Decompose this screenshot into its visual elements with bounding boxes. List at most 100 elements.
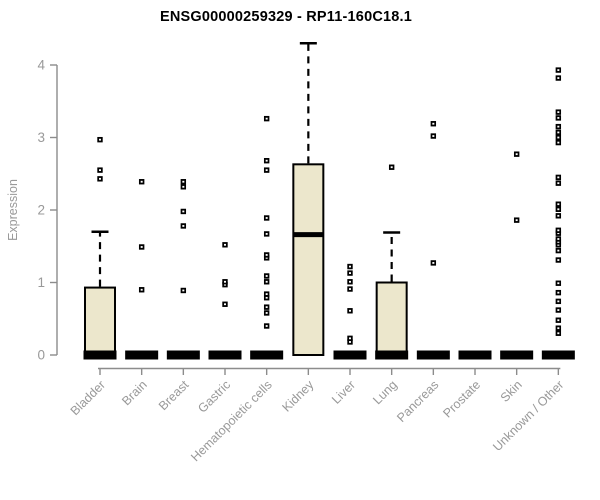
collapsed-box-zero [125, 350, 159, 360]
outlier-point-center [265, 169, 268, 172]
collapsed-box-zero [541, 350, 575, 360]
outlier-point-center [515, 153, 518, 156]
outlier-point-center [349, 265, 352, 268]
outlier-point-center [265, 275, 268, 277]
outlier-point-center [182, 210, 185, 213]
x-tick-label: Prostate [440, 378, 483, 421]
outlier-point-center [557, 259, 560, 261]
y-tick-label: 0 [37, 348, 45, 363]
outlier-point-center [224, 303, 227, 306]
outlier-point-center [557, 117, 560, 119]
outlier-point-center [349, 272, 352, 274]
x-tick-label: Brain [119, 378, 150, 409]
outlier-point-center [557, 141, 560, 144]
outlier-point-center [557, 238, 560, 240]
collapsed-box-zero [250, 350, 284, 360]
box [375, 281, 408, 356]
outlier-point-center [349, 288, 352, 290]
collapsed-box-zero [208, 350, 242, 360]
outlier-point-center [515, 219, 518, 222]
outlier-point-center [224, 243, 227, 246]
y-tick-label: 4 [37, 58, 45, 73]
outlier-point-center [99, 169, 101, 172]
y-tick-label: 2 [37, 203, 45, 218]
x-tick-label: Unknown / Other [490, 378, 566, 454]
outlier-point-center [557, 332, 560, 335]
outlier-point-center [557, 125, 560, 128]
outlier-point-center [557, 136, 560, 139]
x-tick-label: Lung [370, 378, 400, 408]
outlier-point-center [557, 243, 560, 246]
outlier-point-center [265, 280, 268, 283]
collapsed-box-zero [500, 350, 534, 360]
outlier-point-center [557, 208, 560, 211]
outlier-point-center [265, 306, 268, 309]
outlier-point-center [349, 337, 352, 340]
outlier-point-center [557, 309, 560, 311]
outlier-point-center [557, 232, 560, 235]
y-tick-label: 1 [37, 275, 45, 290]
outlier-point-center [557, 241, 560, 243]
chart-title: ENSG00000259329 - RP11-160C18.1 [159, 9, 413, 25]
outlier-point-center [557, 229, 560, 232]
x-tick-label: Skin [498, 378, 525, 405]
outlier-point-center [224, 283, 227, 286]
outlier-point-center [557, 69, 560, 71]
outlier-point-center [432, 135, 435, 137]
outlier-point-center [265, 325, 268, 327]
outlier-point-center [265, 296, 268, 299]
outlier-point-center [557, 249, 560, 252]
outlier-point-center [557, 176, 560, 179]
x-tick-label: Breast [156, 377, 192, 413]
outlier-point-center [265, 254, 268, 256]
collapsed-box-zero [166, 350, 200, 360]
box [84, 286, 116, 357]
box [292, 163, 325, 356]
outlier-point-center [557, 182, 560, 185]
outlier-point-center [140, 180, 143, 183]
x-tick-label: Hematopoietic cells [188, 378, 275, 465]
x-tick-label: Kidney [280, 377, 317, 414]
outlier-point-center [349, 309, 352, 312]
outlier-point-center [557, 282, 560, 285]
outlier-point-center [265, 293, 268, 295]
outlier-point-center [265, 217, 268, 219]
outlier-point-center [182, 185, 185, 188]
outlier-point-center [99, 177, 101, 180]
outlier-point-center [265, 256, 268, 259]
outlier-point-center [224, 280, 227, 283]
outlier-point-center [557, 291, 560, 294]
collapsed-box-zero [333, 350, 367, 360]
outlier-point-center [390, 166, 393, 169]
outlier-point-center [182, 289, 185, 292]
outlier-point-center [182, 225, 185, 227]
outlier-point-center [557, 327, 560, 330]
median-line-zero [83, 350, 117, 360]
outlier-point-center [265, 159, 268, 162]
outlier-point-center [557, 300, 560, 303]
outlier-point-center [182, 180, 185, 183]
outlier-point-center [265, 233, 268, 235]
outlier-point-center [557, 77, 560, 79]
outlier-point-center [557, 319, 560, 322]
y-tick-label: 3 [37, 130, 45, 145]
collapsed-box-zero [416, 350, 450, 360]
median-line-zero [375, 350, 409, 360]
outlier-point-center [432, 262, 435, 264]
x-tick-label: Gastric [195, 378, 233, 416]
collapsed-box-zero [458, 350, 492, 360]
outlier-point-center [99, 138, 101, 141]
outlier-point-center [140, 288, 143, 291]
x-tick-label: Bladder [68, 378, 108, 418]
outlier-point-center [557, 203, 560, 206]
x-tick-label: Pancreas [394, 378, 441, 425]
outlier-point-center [557, 111, 560, 114]
outlier-point-center [557, 131, 560, 134]
outlier-point-center [432, 122, 435, 125]
outlier-point-center [140, 246, 143, 248]
x-tick-label: Liver [329, 378, 358, 407]
outlier-point-center [349, 280, 352, 283]
outlier-point-center [557, 214, 560, 217]
